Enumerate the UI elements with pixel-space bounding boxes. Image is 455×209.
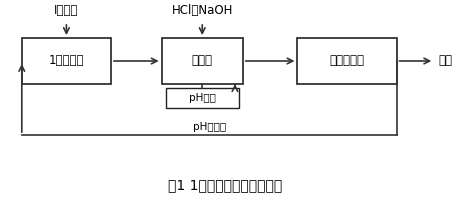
Bar	[166, 88, 239, 108]
Text: 废水监视池: 废水监视池	[329, 55, 364, 68]
Text: pH合格: pH合格	[189, 93, 216, 103]
Bar	[298, 38, 397, 84]
Text: HCl或NaOH: HCl或NaOH	[172, 4, 233, 17]
Bar	[22, 38, 111, 84]
Text: 中和池: 中和池	[192, 55, 213, 68]
Text: 图1 1类废水处理流程示意图: 图1 1类废水处理流程示意图	[168, 178, 282, 192]
Text: I类废水: I类废水	[54, 4, 79, 17]
Text: 1号储存池: 1号储存池	[49, 55, 84, 68]
Text: 排放: 排放	[438, 55, 452, 68]
Text: pH不合格: pH不合格	[192, 122, 226, 132]
Bar	[162, 38, 243, 84]
